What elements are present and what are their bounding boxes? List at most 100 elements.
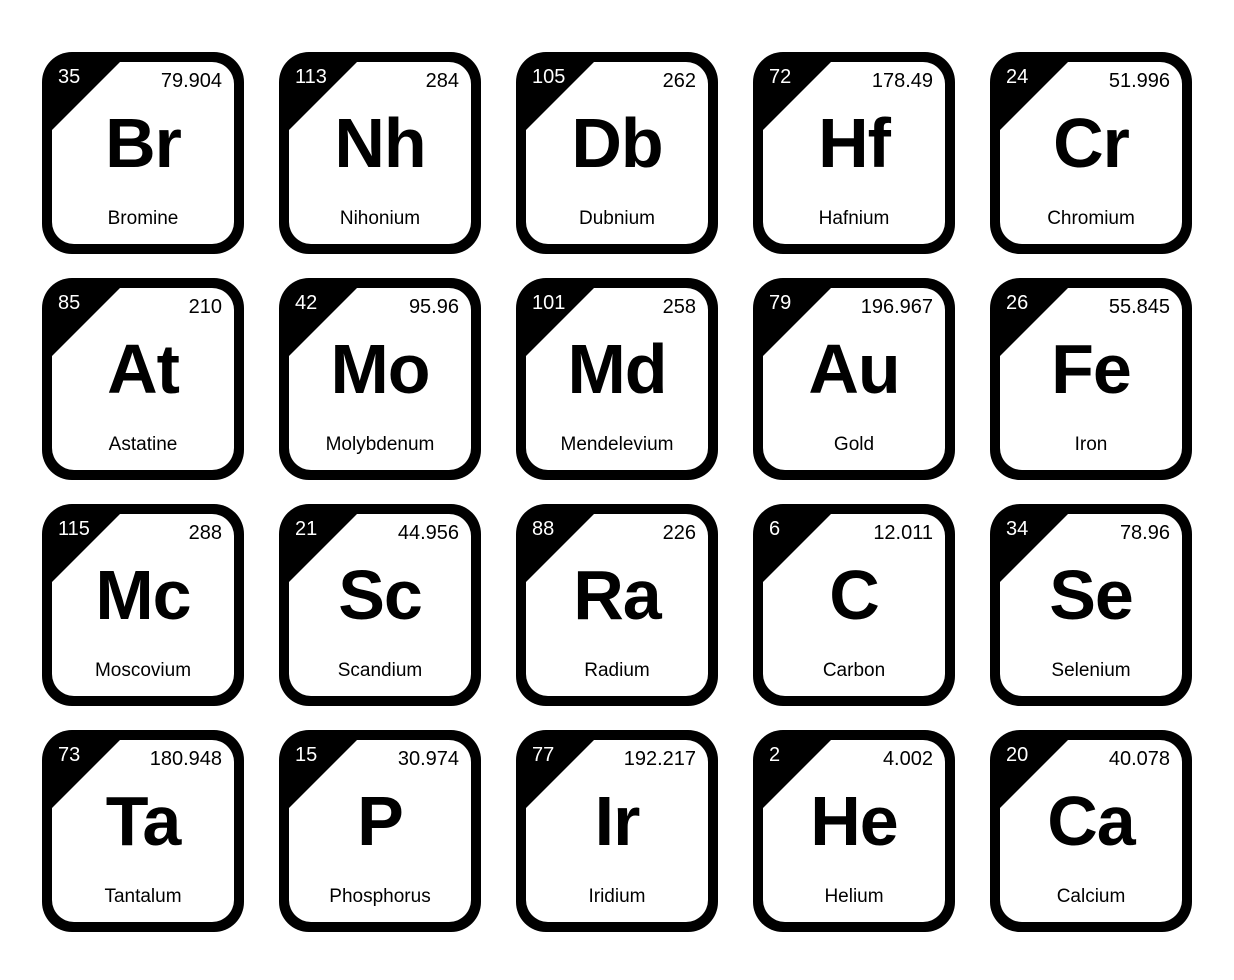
atomic-mass: 40.078 bbox=[1109, 748, 1170, 771]
atomic-mass: 196.967 bbox=[861, 296, 933, 319]
atomic-number: 42 bbox=[295, 292, 317, 315]
element-symbol: He bbox=[753, 786, 955, 856]
element-name: Calcium bbox=[990, 886, 1192, 908]
element-name: Scandium bbox=[279, 660, 481, 682]
atomic-number: 88 bbox=[532, 518, 554, 541]
element-symbol: Br bbox=[42, 108, 244, 178]
element-name: Molybdenum bbox=[279, 434, 481, 456]
atomic-number: 79 bbox=[769, 292, 791, 315]
element-symbol: C bbox=[753, 560, 955, 630]
element-name: Chromium bbox=[990, 208, 1192, 230]
atomic-mass: 178.49 bbox=[872, 70, 933, 93]
element-tile: 72 178.49 Hf Hafnium bbox=[753, 52, 955, 254]
element-tile: 6 12.011 C Carbon bbox=[753, 504, 955, 706]
atomic-number: 34 bbox=[1006, 518, 1028, 541]
element-tile: 24 51.996 Cr Chromium bbox=[990, 52, 1192, 254]
element-symbol: Nh bbox=[279, 108, 481, 178]
element-name: Tantalum bbox=[42, 886, 244, 908]
atomic-mass: 30.974 bbox=[398, 748, 459, 771]
element-symbol: Md bbox=[516, 334, 718, 404]
element-symbol: Ir bbox=[516, 786, 718, 856]
atomic-mass: 226 bbox=[663, 522, 696, 545]
element-name: Selenium bbox=[990, 660, 1192, 682]
element-tile: 42 95.96 Mo Molybdenum bbox=[279, 278, 481, 480]
atomic-mass: 4.002 bbox=[883, 748, 933, 771]
atomic-number: 6 bbox=[769, 518, 780, 541]
element-symbol: Cr bbox=[990, 108, 1192, 178]
element-tile: 73 180.948 Ta Tantalum bbox=[42, 730, 244, 932]
element-symbol: At bbox=[42, 334, 244, 404]
atomic-number: 20 bbox=[1006, 744, 1028, 767]
atomic-mass: 79.904 bbox=[161, 70, 222, 93]
element-symbol: Hf bbox=[753, 108, 955, 178]
element-tile: 77 192.217 Ir Iridium bbox=[516, 730, 718, 932]
atomic-number: 24 bbox=[1006, 66, 1028, 89]
atomic-number: 35 bbox=[58, 66, 80, 89]
atomic-number: 101 bbox=[532, 292, 565, 315]
atomic-mass: 180.948 bbox=[150, 748, 222, 771]
element-symbol: Mc bbox=[42, 560, 244, 630]
element-symbol: Ta bbox=[42, 786, 244, 856]
element-name: Helium bbox=[753, 886, 955, 908]
element-name: Bromine bbox=[42, 208, 244, 230]
atomic-number: 73 bbox=[58, 744, 80, 767]
atomic-mass: 288 bbox=[189, 522, 222, 545]
element-name: Moscovium bbox=[42, 660, 244, 682]
atomic-number: 15 bbox=[295, 744, 317, 767]
atomic-mass: 51.996 bbox=[1109, 70, 1170, 93]
atomic-mass: 210 bbox=[189, 296, 222, 319]
element-symbol: Db bbox=[516, 108, 718, 178]
element-symbol: Se bbox=[990, 560, 1192, 630]
element-name: Radium bbox=[516, 660, 718, 682]
element-symbol: Ra bbox=[516, 560, 718, 630]
element-tile: 101 258 Md Mendelevium bbox=[516, 278, 718, 480]
element-name: Nihonium bbox=[279, 208, 481, 230]
element-tile: 2144.956ScScandium bbox=[279, 504, 481, 706]
element-name: Iron bbox=[990, 434, 1192, 456]
atomic-mass: 95.96 bbox=[409, 296, 459, 319]
atomic-mass: 262 bbox=[663, 70, 696, 93]
atomic-number: 105 bbox=[532, 66, 565, 89]
element-name: Mendelevium bbox=[516, 434, 718, 456]
element-tiles-grid: 3579.904BrBromine113284NhNihonium105262D… bbox=[42, 52, 1192, 932]
element-symbol: Sc bbox=[279, 560, 481, 630]
element-symbol: P bbox=[279, 786, 481, 856]
element-tile: 105 262 Db Dubnium bbox=[516, 52, 718, 254]
atomic-number: 2 bbox=[769, 744, 780, 767]
atomic-number: 115 bbox=[58, 518, 90, 541]
element-name: Gold bbox=[753, 434, 955, 456]
atomic-number: 113 bbox=[295, 66, 327, 89]
element-name: Phosphorus bbox=[279, 886, 481, 908]
element-tile: 15 30.974 P Phosphorus bbox=[279, 730, 481, 932]
atomic-mass: 55.845 bbox=[1109, 296, 1170, 319]
element-symbol: Mo bbox=[279, 334, 481, 404]
atomic-mass: 192.217 bbox=[624, 748, 696, 771]
atomic-number: 21 bbox=[295, 518, 317, 541]
element-tile: 2 4.002 He Helium bbox=[753, 730, 955, 932]
atomic-number: 72 bbox=[769, 66, 791, 89]
atomic-mass: 12.011 bbox=[873, 522, 933, 545]
element-tile: 88 226 Ra Radium bbox=[516, 504, 718, 706]
element-tile: 20 40.078 Ca Calcium bbox=[990, 730, 1192, 932]
element-tile: 26 55.845 Fe Iron bbox=[990, 278, 1192, 480]
atomic-number: 77 bbox=[532, 744, 554, 767]
element-tile: 115 288 Mc Moscovium bbox=[42, 504, 244, 706]
element-tile: 35 79.904 Br Bromine bbox=[42, 52, 244, 254]
atomic-number: 26 bbox=[1006, 292, 1028, 315]
atomic-mass: 78.96 bbox=[1120, 522, 1170, 545]
atomic-mass: 258 bbox=[663, 296, 696, 319]
element-name: Hafnium bbox=[753, 208, 955, 230]
element-tiles-canvas: 3579.904BrBromine113284NhNihonium105262D… bbox=[0, 0, 1234, 980]
element-tile: 113 284 Nh Nihonium bbox=[279, 52, 481, 254]
atomic-mass: 284 bbox=[426, 70, 459, 93]
atomic-number: 85 bbox=[58, 292, 80, 315]
element-tile: 34 78.96 Se Selenium bbox=[990, 504, 1192, 706]
element-symbol: Ca bbox=[990, 786, 1192, 856]
element-name: Dubnium bbox=[516, 208, 718, 230]
element-symbol: Fe bbox=[990, 334, 1192, 404]
element-name: Astatine bbox=[42, 434, 244, 456]
element-tile: 85 210 At Astatine bbox=[42, 278, 244, 480]
element-name: Iridium bbox=[516, 886, 718, 908]
element-symbol: Au bbox=[753, 334, 955, 404]
element-name: Carbon bbox=[753, 660, 955, 682]
